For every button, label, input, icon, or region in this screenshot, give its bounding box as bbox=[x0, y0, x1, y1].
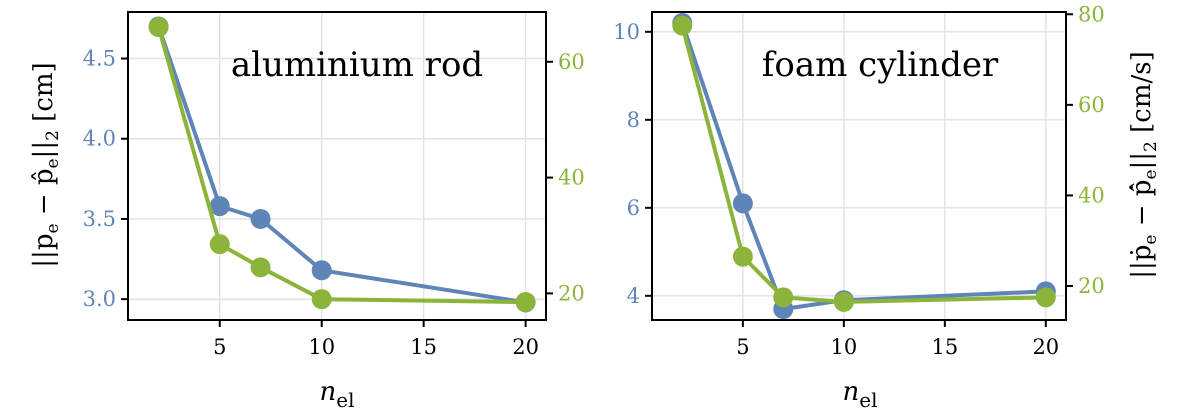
right-y-tick-label: 80 bbox=[1078, 2, 1105, 26]
right-y-tick-label: 40 bbox=[558, 166, 585, 190]
left-y-label-mid: − p̂ bbox=[29, 169, 59, 224]
x-tick-label: 20 bbox=[1032, 335, 1059, 359]
right-y-tick-label: 60 bbox=[558, 50, 585, 74]
right-y-tick-label: 60 bbox=[1078, 93, 1105, 117]
left-y-label-prefix: ||p bbox=[29, 234, 59, 268]
x-tick-label: 15 bbox=[410, 335, 437, 359]
x-tick-label: 5 bbox=[213, 335, 226, 359]
data-point-right bbox=[148, 17, 169, 38]
right-y-label-sub2: e bbox=[1141, 169, 1161, 179]
right-y-tick-label: 40 bbox=[1078, 183, 1105, 207]
right-y-label-norm: 2 bbox=[1141, 141, 1161, 152]
x-tick-label: 10 bbox=[308, 335, 335, 359]
data-point-right bbox=[515, 292, 536, 313]
data-point-right bbox=[672, 15, 693, 36]
x-axis-label-left: nel bbox=[320, 377, 355, 412]
left-y-tick-label: 10 bbox=[613, 20, 640, 44]
data-point-right bbox=[732, 246, 753, 267]
chart-panel-1: 5 10 15 20 3.0 3.5 4.0 4.5 20 40 60 aluminium rod bbox=[83, 11, 585, 359]
right-y-label-prefix: ||ṗ bbox=[1127, 245, 1157, 279]
left-y-tick-label: 4.5 bbox=[83, 47, 116, 71]
data-point-left bbox=[250, 208, 271, 229]
right-y-label-sub1: e bbox=[1141, 235, 1161, 245]
left-y-label-sub2: e bbox=[43, 158, 63, 168]
left-y-tick-label: 3.5 bbox=[83, 207, 116, 231]
x-label-var: n bbox=[320, 377, 337, 407]
left-y-tick-label: 3.0 bbox=[83, 287, 116, 311]
x-tick-label: 5 bbox=[736, 335, 749, 359]
right-y-axis-label: ||ṗe − p̂̇e||2 [cm/s] bbox=[1127, 51, 1161, 279]
data-point-left bbox=[209, 196, 230, 217]
x-label-sub: el bbox=[336, 388, 354, 412]
x-label-sub: el bbox=[859, 388, 877, 412]
plot-frame bbox=[651, 11, 1067, 321]
right-y-label-mid: − p̂̇ bbox=[1127, 180, 1157, 235]
data-point-right bbox=[250, 257, 271, 278]
panel-title: aluminium rod bbox=[231, 45, 483, 85]
plot-frame bbox=[127, 11, 547, 321]
right-y-tick-label: 20 bbox=[558, 281, 585, 305]
left-y-tick-label: 4 bbox=[627, 284, 640, 308]
panel-title: foam cylinder bbox=[762, 45, 999, 85]
left-y-label-suffix: || bbox=[29, 141, 59, 159]
x-tick-label: 10 bbox=[830, 335, 857, 359]
data-point-right bbox=[833, 291, 854, 312]
left-y-tick-label: 8 bbox=[627, 108, 640, 132]
right-y-label-suffix: || bbox=[1127, 152, 1157, 170]
data-point-right bbox=[773, 287, 794, 308]
left-y-axis-label: ||pe − p̂e||2 [cm] bbox=[29, 62, 63, 267]
left-y-tick-label: 4.0 bbox=[83, 127, 116, 151]
x-axis-label-right: nel bbox=[843, 377, 878, 412]
data-point-left bbox=[311, 260, 332, 281]
data-point-right bbox=[311, 289, 332, 310]
right-y-tick-label: 20 bbox=[1078, 274, 1105, 298]
x-label-var: n bbox=[843, 377, 860, 407]
left-y-label-unit: [cm] bbox=[29, 62, 59, 130]
chart-panel-2: 5 10 15 20 4 6 8 10 20 40 60 80 foam cylinder bbox=[613, 2, 1104, 359]
data-point-right bbox=[1035, 287, 1056, 308]
left-y-tick-label: 6 bbox=[627, 196, 640, 220]
data-point-right bbox=[209, 234, 230, 255]
left-y-label-sub1: e bbox=[43, 223, 63, 233]
left-y-label-norm: 2 bbox=[43, 130, 63, 141]
data-point-left bbox=[732, 193, 753, 214]
x-tick-label: 15 bbox=[931, 335, 958, 359]
right-y-label-unit: [cm/s] bbox=[1127, 51, 1157, 141]
x-tick-label: 20 bbox=[512, 335, 539, 359]
